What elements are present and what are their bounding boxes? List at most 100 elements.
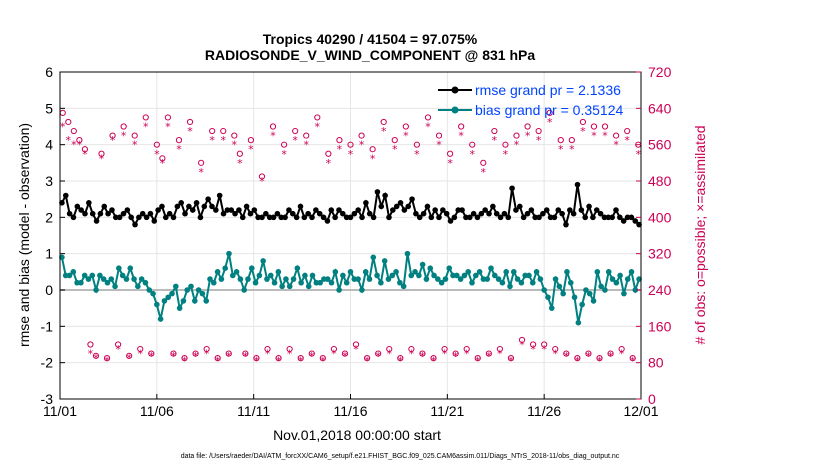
series-point xyxy=(294,265,301,272)
y-tick-label: -3 xyxy=(41,391,54,407)
series-point xyxy=(570,210,577,217)
series-point xyxy=(78,207,84,213)
series-point xyxy=(537,276,544,282)
obs-assimilated-marker: * xyxy=(66,134,72,147)
obs-assimilated-marker: * xyxy=(564,350,570,363)
obs-assimilated-marker: * xyxy=(436,139,442,152)
series-point xyxy=(598,283,604,290)
series-point xyxy=(385,276,392,282)
series-point xyxy=(463,214,469,221)
obs-assimilated-marker: * xyxy=(569,143,575,156)
obs-possible-marker xyxy=(435,132,443,139)
series-point xyxy=(404,250,411,257)
series-point xyxy=(509,185,515,192)
obs-possible-marker xyxy=(408,345,415,353)
series-point xyxy=(427,265,434,272)
series-point xyxy=(443,210,450,217)
series-point xyxy=(286,207,292,213)
series-point xyxy=(260,258,266,264)
obs-possible-marker xyxy=(413,141,420,148)
obs-possible-marker xyxy=(601,123,609,130)
obs-assimilated-marker: * xyxy=(420,350,426,363)
series-point xyxy=(93,218,100,224)
series-point xyxy=(233,269,240,275)
series-point xyxy=(188,283,194,290)
y2-tick-label: 720 xyxy=(648,64,672,80)
series-point xyxy=(389,272,396,279)
series-point xyxy=(142,279,149,286)
series-point xyxy=(548,305,555,311)
obs-possible-marker xyxy=(70,127,77,135)
series-point xyxy=(232,210,238,217)
obs-possible-marker xyxy=(541,341,548,348)
obs-assimilated-marker: * xyxy=(165,121,171,134)
obs-assimilated-marker: * xyxy=(71,139,77,152)
series-point xyxy=(186,203,192,210)
series-point xyxy=(507,283,513,290)
series-point xyxy=(89,210,96,217)
obs-assimilated-marker: * xyxy=(276,354,282,367)
obs-possible-marker xyxy=(175,137,183,144)
obs-assimilated-marker: * xyxy=(320,354,326,367)
series-point xyxy=(245,276,251,282)
obs-possible-marker xyxy=(574,355,581,362)
series-point xyxy=(474,214,481,221)
series-point xyxy=(478,210,485,217)
y2-tick-label: 640 xyxy=(648,100,672,116)
obs-assimilated-marker: * xyxy=(220,134,226,147)
series-point xyxy=(131,276,137,282)
series-point xyxy=(381,258,388,264)
obs-assimilated-marker: * xyxy=(259,175,265,188)
series-point xyxy=(302,272,308,279)
obs-possible-marker xyxy=(198,159,205,166)
obs-assimilated-marker: * xyxy=(586,350,592,363)
obs-assimilated-marker: * xyxy=(497,348,503,361)
series-point xyxy=(447,218,454,224)
obs-possible-marker xyxy=(81,146,89,153)
series-point xyxy=(493,210,500,217)
series-point xyxy=(93,287,99,293)
series-point xyxy=(412,269,418,275)
obs-possible-marker xyxy=(391,137,398,144)
series-point xyxy=(490,203,496,210)
series-point xyxy=(579,301,585,308)
obs-assimilated-marker: * xyxy=(442,348,448,361)
obs-possible-marker xyxy=(618,345,625,353)
obs-assimilated-marker: * xyxy=(198,166,204,179)
obs-assimilated-marker: * xyxy=(530,343,536,356)
obs-assimilated-marker: * xyxy=(99,152,105,165)
series-point xyxy=(222,265,228,272)
series-point xyxy=(163,214,169,221)
series-point xyxy=(524,210,531,217)
obs-possible-marker xyxy=(109,132,116,139)
obs-assimilated-marker: * xyxy=(558,143,564,156)
series-point xyxy=(484,276,491,282)
series-point xyxy=(136,214,142,221)
obs-assimilated-marker: * xyxy=(624,134,630,147)
obs-assimilated-marker: * xyxy=(359,139,365,152)
series-point xyxy=(602,287,608,293)
series-point xyxy=(70,214,77,221)
obs-possible-marker xyxy=(59,109,66,116)
series-point xyxy=(216,192,223,199)
series-point xyxy=(432,207,438,213)
series-point xyxy=(184,287,191,293)
obs-assimilated-marker: * xyxy=(398,354,404,367)
series-point xyxy=(408,272,415,279)
series-point xyxy=(470,210,477,217)
obs-possible-marker xyxy=(458,123,465,130)
series-point xyxy=(366,276,373,282)
series-point xyxy=(397,200,404,206)
series-point xyxy=(503,269,509,275)
series-point xyxy=(541,287,547,293)
series-point xyxy=(66,272,73,279)
chart-subtitle: RADIOSONDE_V_WIND_COMPONENT @ 831 hPa xyxy=(205,47,535,63)
y-tick-label: -2 xyxy=(41,355,54,371)
series-point xyxy=(529,279,536,286)
obs-possible-marker xyxy=(629,355,636,362)
series-point xyxy=(628,214,635,221)
obs-assimilated-marker: * xyxy=(613,139,619,152)
obs-possible-marker xyxy=(496,345,503,353)
y2-tick-label: 160 xyxy=(648,318,672,334)
series-point xyxy=(597,210,604,217)
